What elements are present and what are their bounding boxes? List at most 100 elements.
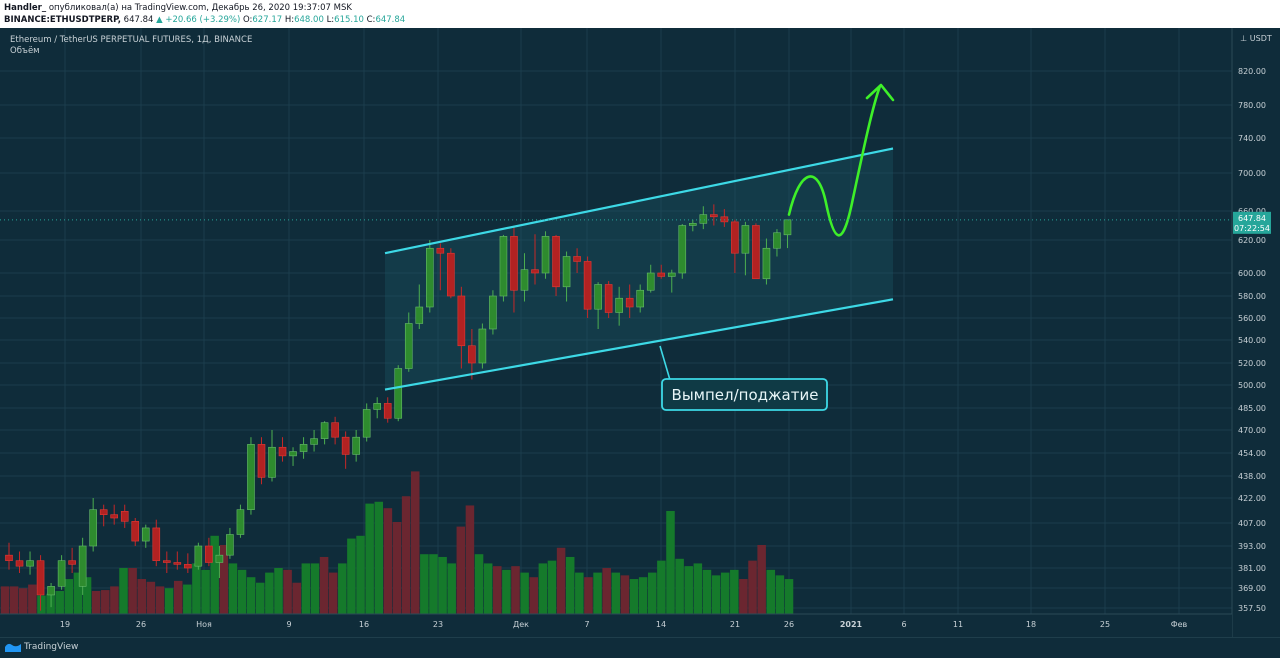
candle-body — [667, 272, 676, 277]
volume-bar — [620, 575, 630, 614]
tradingview-brand[interactable]: TradingView — [24, 642, 79, 652]
candle — [752, 223, 760, 280]
candle-body — [152, 527, 161, 561]
tradingview-logo-icon[interactable] — [4, 641, 22, 653]
volume-bar — [784, 579, 794, 614]
candle-body — [573, 256, 581, 262]
volume-bar — [638, 577, 648, 614]
candle-body — [184, 564, 192, 569]
candle — [57, 555, 66, 590]
price-tick-label: 381.00 — [1238, 564, 1266, 573]
volume-bar — [82, 577, 92, 614]
candle — [226, 527, 234, 559]
volume-bar — [502, 569, 511, 614]
volume-bar — [201, 569, 210, 614]
volume-bar — [55, 591, 64, 614]
volume-bar — [392, 522, 402, 614]
candle — [278, 437, 287, 462]
candle — [783, 219, 792, 249]
candle-body — [163, 560, 171, 563]
candle-body — [194, 545, 203, 567]
candle — [68, 547, 76, 573]
candle — [110, 504, 118, 525]
candle-body — [499, 236, 508, 297]
volume-bar — [410, 471, 420, 614]
projection-arrowhead — [865, 83, 895, 102]
candle-body — [68, 560, 76, 565]
candle-body — [562, 256, 571, 288]
candle — [541, 231, 550, 279]
callout-label: Вымпел/поджатие — [672, 386, 819, 404]
candle — [404, 312, 413, 372]
candle-body — [331, 422, 339, 438]
volume-bar — [128, 568, 137, 614]
price-tick-label: 540.00 — [1238, 336, 1266, 345]
candle — [625, 284, 634, 318]
candle-body — [89, 509, 97, 547]
footer: TradingView — [0, 637, 1280, 658]
volume-bar — [146, 581, 156, 614]
time-tick-label: 18 — [1026, 620, 1036, 629]
candle — [373, 397, 382, 419]
time-tick-label: 6 — [901, 620, 906, 629]
volume-indicator-label[interactable]: Объём — [10, 46, 40, 56]
candle-body — [457, 295, 466, 347]
candle — [699, 206, 708, 230]
chart-area[interactable]: Вымпел/поджатие ⊥ USDT 820.00 780.00 740.00 7… — [0, 28, 1280, 637]
price-tick-label: 620.00 — [1238, 236, 1266, 245]
last-price-tag — [1233, 211, 1271, 234]
price-chart[interactable]: Вымпел/поджатие ⊥ USDT 820.00 780.00 740.00 7… — [0, 28, 1280, 637]
candle — [646, 264, 655, 293]
candle-body — [5, 554, 13, 561]
candle-body — [415, 306, 424, 324]
volume-bar — [210, 535, 219, 614]
candle — [289, 447, 297, 466]
candle — [688, 219, 697, 232]
volume-bar — [593, 572, 602, 614]
candle-body — [425, 247, 434, 308]
candle — [247, 437, 255, 515]
candle — [78, 537, 87, 595]
volume-bar — [73, 572, 83, 614]
candle-body — [215, 554, 224, 563]
volume-bar — [456, 526, 466, 614]
candle-body — [110, 514, 118, 519]
candle — [131, 518, 140, 546]
candle — [36, 555, 45, 611]
volume-bar — [319, 556, 329, 614]
candle-body — [489, 295, 497, 330]
time-tick-label: 2021 — [840, 620, 863, 629]
volume-bar — [310, 563, 320, 614]
price-axis-bg — [1232, 28, 1280, 637]
candle — [15, 551, 24, 573]
candle — [457, 286, 466, 369]
candle-body — [762, 247, 771, 280]
volume-bar — [347, 538, 356, 614]
open-label: O: — [242, 15, 253, 25]
candle-body — [752, 225, 760, 280]
candle — [499, 234, 508, 302]
volume-bar — [155, 586, 165, 614]
candle-body — [173, 562, 182, 565]
candle — [510, 225, 518, 313]
candle-body — [688, 223, 697, 226]
volume-bar — [465, 505, 475, 614]
time-tick-label: 16 — [359, 620, 369, 629]
volume-bar — [775, 575, 785, 614]
candle-body — [678, 225, 687, 274]
price-tick-label: 660.00 — [1238, 207, 1266, 216]
candle — [678, 224, 687, 279]
candle — [762, 238, 771, 285]
volume-bar — [0, 586, 10, 614]
current-price: 647.84 — [123, 15, 154, 25]
author-name[interactable]: Handler_ — [4, 3, 47, 13]
candle-body — [257, 444, 266, 478]
volume-bar — [228, 563, 238, 614]
volume-bar — [748, 560, 757, 614]
volume-bar — [529, 577, 539, 614]
candle-body — [710, 214, 718, 218]
volume-bar — [720, 572, 730, 614]
volume-bar — [173, 580, 183, 614]
candle-body — [341, 436, 350, 455]
candle — [468, 329, 476, 380]
